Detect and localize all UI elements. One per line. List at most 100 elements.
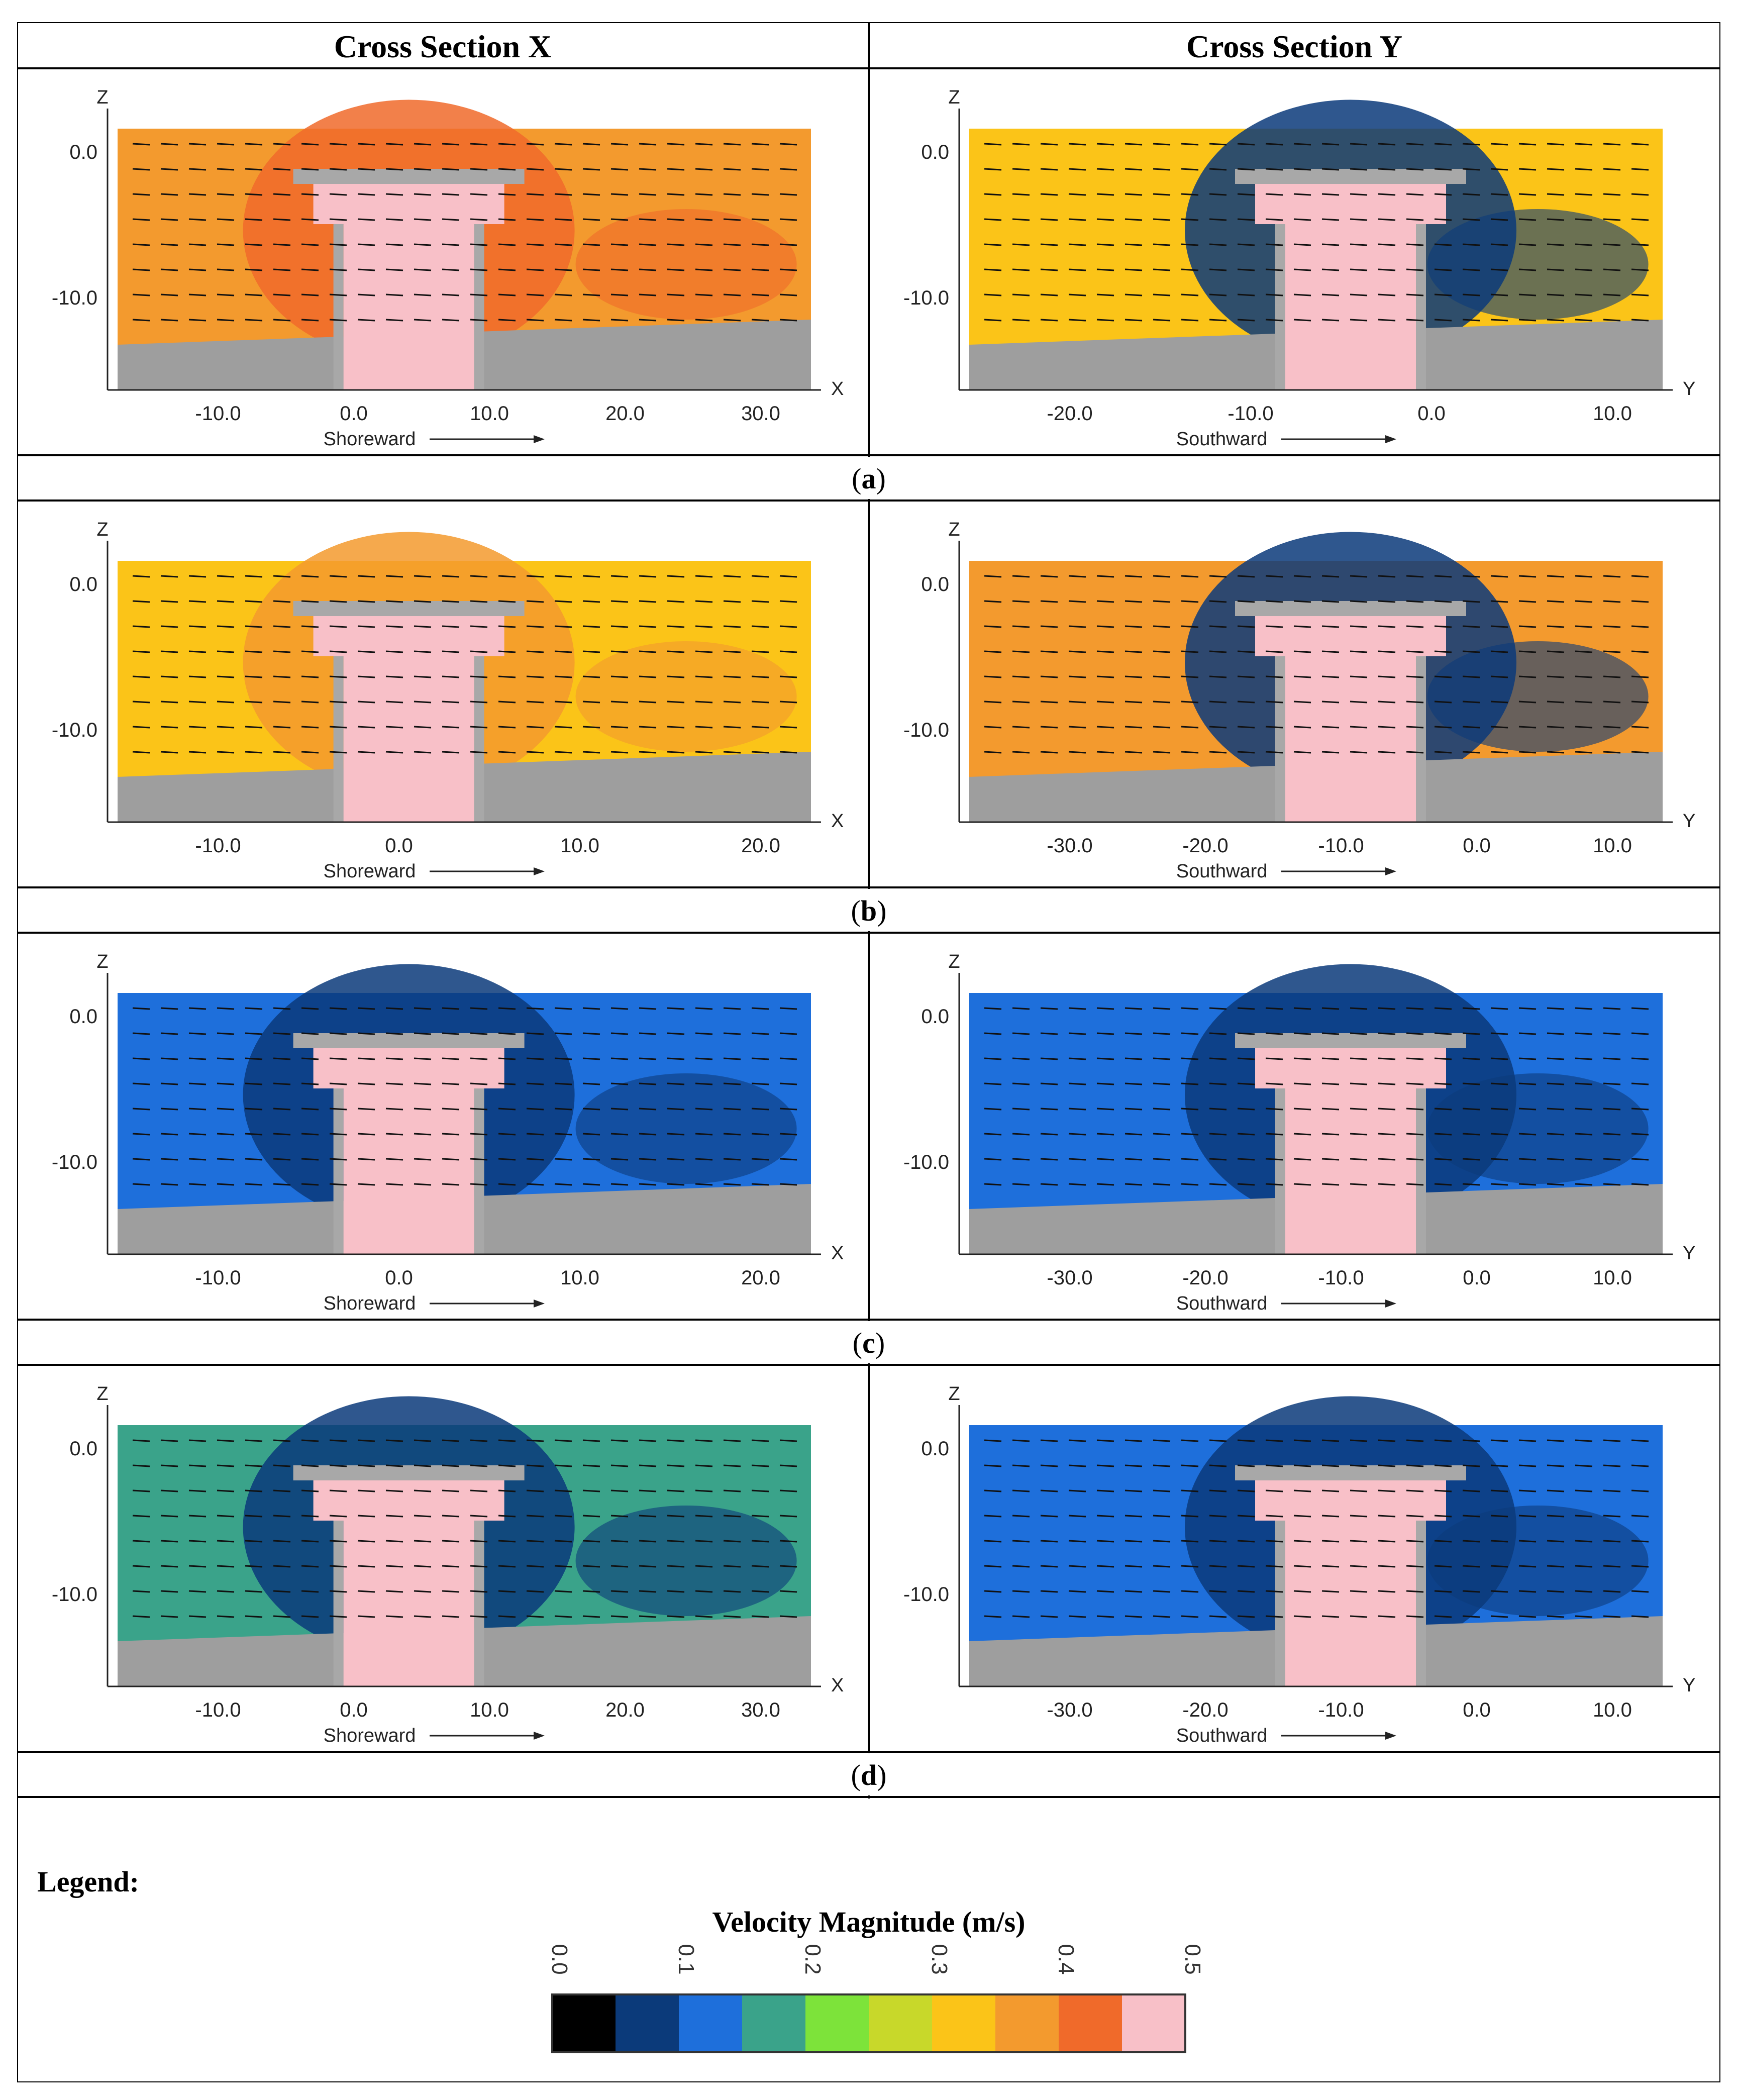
velocity-vector — [1462, 1007, 1480, 1010]
velocity-vector — [1575, 701, 1593, 704]
velocity-vector — [442, 193, 460, 196]
velocity-vector — [245, 751, 263, 754]
velocity-vector — [695, 268, 713, 271]
velocity-vector — [1378, 193, 1396, 196]
velocity-vector — [751, 1007, 769, 1010]
velocity-vector — [984, 1540, 1002, 1543]
v-axis-label: Z — [948, 519, 960, 540]
velocity-vector — [1350, 1057, 1368, 1060]
velocity-vector — [984, 1464, 1002, 1467]
velocity-vector — [498, 1082, 516, 1085]
velocity-vector — [1040, 1057, 1058, 1060]
velocity-vector — [1153, 168, 1171, 171]
velocity-vector — [582, 319, 600, 322]
velocity-vector — [667, 1565, 685, 1568]
velocity-vector — [414, 1439, 432, 1442]
velocity-vector — [1603, 1565, 1621, 1568]
velocity-vector — [1040, 1565, 1058, 1568]
velocity-vector — [1265, 1515, 1283, 1518]
velocity-vector — [1181, 1133, 1199, 1136]
velocity-vector — [1547, 218, 1565, 221]
velocity-vector — [301, 1565, 319, 1568]
velocity-vector — [779, 1565, 797, 1568]
velocity-vector — [1237, 243, 1255, 246]
velocity-vector — [160, 143, 178, 146]
velocity-vector — [639, 650, 657, 653]
velocity-vector — [442, 1590, 460, 1593]
velocity-vector — [357, 751, 375, 754]
velocity-vector — [329, 1133, 347, 1136]
velocity-vector — [1434, 701, 1452, 704]
velocity-vector — [329, 575, 347, 578]
velocity-vector — [526, 650, 544, 653]
velocity-vector — [385, 243, 403, 246]
velocity-vector — [1518, 600, 1537, 603]
velocity-vector — [1181, 1183, 1199, 1186]
velocity-vector — [554, 1158, 572, 1161]
velocity-vector — [1547, 1464, 1565, 1467]
velocity-vector — [779, 1007, 797, 1010]
velocity-vector — [217, 1158, 235, 1161]
pile-flow — [1285, 224, 1416, 390]
velocity-vector — [1096, 293, 1114, 296]
velocity-vector — [1406, 1464, 1424, 1467]
velocity-vector — [723, 143, 741, 146]
velocity-vector — [245, 1158, 263, 1161]
velocity-vector — [639, 293, 657, 296]
velocity-vector — [554, 701, 572, 704]
velocity-vector — [1321, 1007, 1340, 1010]
velocity-vector — [1237, 218, 1255, 221]
velocity-vector — [1575, 1007, 1593, 1010]
velocity-vector — [1575, 575, 1593, 578]
velocity-vector — [1631, 650, 1649, 653]
velocity-vector — [1603, 726, 1621, 729]
velocity-vector — [1575, 1032, 1593, 1035]
velocity-vector — [1068, 726, 1086, 729]
velocity-vector — [1237, 168, 1255, 171]
v-axis-label: Z — [96, 1383, 108, 1405]
velocity-vector — [245, 650, 263, 653]
velocity-vector — [1406, 1565, 1424, 1568]
velocity-vector — [1631, 1615, 1649, 1618]
velocity-vector — [984, 193, 1002, 196]
velocity-vector — [723, 1057, 741, 1060]
x-tick-label: -30.0 — [1047, 1699, 1092, 1721]
velocity-vector — [582, 1540, 600, 1543]
velocity-vector — [1350, 293, 1368, 296]
velocity-vector — [1518, 625, 1537, 628]
velocity-vector — [160, 1082, 178, 1085]
velocity-vector — [554, 1082, 572, 1085]
velocity-vector — [273, 675, 291, 678]
velocity-vector — [329, 143, 347, 146]
velocity-vector — [1321, 1590, 1340, 1593]
velocity-vector — [301, 1540, 319, 1543]
velocity-vector — [414, 1590, 432, 1593]
colorbar-segment — [1059, 1994, 1122, 2052]
velocity-vector — [1125, 1515, 1143, 1518]
velocity-vector — [610, 1439, 629, 1442]
velocity-vector — [1490, 1515, 1508, 1518]
velocity-vector — [1096, 268, 1114, 271]
velocity-vector — [1068, 650, 1086, 653]
direction-arrowhead — [1385, 867, 1396, 875]
velocity-vector — [1153, 193, 1171, 196]
velocity-vector — [984, 575, 1002, 578]
velocity-vector — [667, 193, 685, 196]
velocity-vector — [273, 1489, 291, 1492]
velocity-vector — [414, 1489, 432, 1492]
pile-wall — [1275, 656, 1285, 822]
velocity-vector — [1265, 1565, 1283, 1568]
velocity-vector — [582, 1057, 600, 1060]
velocity-vector — [526, 1540, 544, 1543]
velocity-vector — [1490, 218, 1508, 221]
velocity-vector — [779, 751, 797, 754]
velocity-vector — [1209, 1158, 1227, 1161]
velocity-vector — [1378, 1464, 1396, 1467]
velocity-vector — [1012, 143, 1030, 146]
velocity-vector — [301, 1108, 319, 1111]
velocity-vector — [442, 751, 460, 754]
velocity-vector — [779, 293, 797, 296]
velocity-vector — [1265, 726, 1283, 729]
velocity-vector — [1237, 1108, 1255, 1111]
velocity-vector — [1406, 168, 1424, 171]
